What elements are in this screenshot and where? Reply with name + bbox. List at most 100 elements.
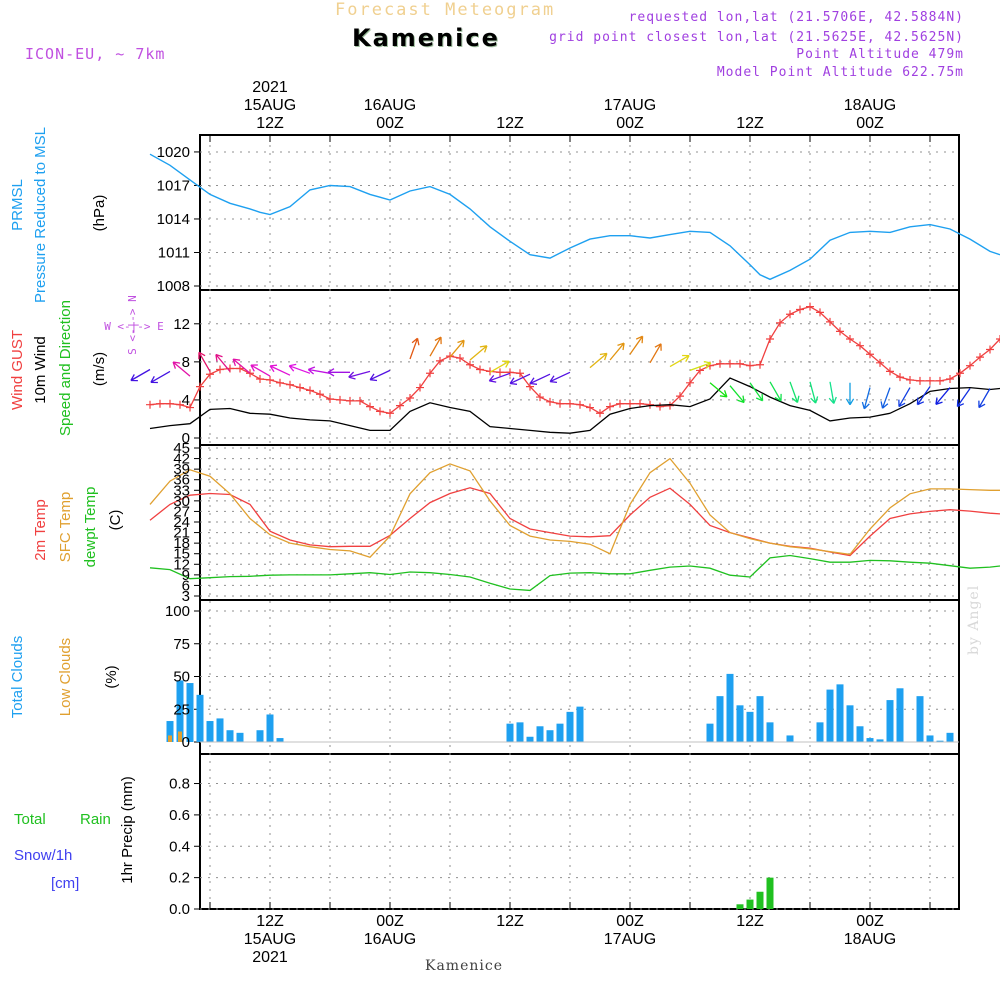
temperature-tick-label: 30	[173, 493, 190, 510]
wind-direction-arrow	[150, 370, 171, 384]
wind-gust-marker	[386, 409, 394, 418]
wind-direction-arrow	[769, 381, 782, 402]
wind-gust-marker	[376, 407, 384, 416]
wind-gust-marker	[616, 399, 624, 408]
model-label: ICON-EU, ~ 7km	[25, 45, 166, 63]
total-clouds-label: Total Clouds	[9, 636, 26, 719]
wind-gust-marker	[316, 390, 324, 399]
total-cloud-bar	[846, 705, 854, 742]
wind-gust-marker	[776, 318, 784, 327]
wind-gust-marker	[886, 367, 894, 376]
compass-we-label: W <-|-> E	[104, 320, 164, 333]
wind-gust-marker	[416, 383, 424, 392]
wind-gust-marker	[476, 365, 484, 374]
precip-tick-label: 0.2	[169, 870, 190, 887]
temperature-tick-label: 33	[173, 482, 190, 499]
wind-gust-marker	[336, 395, 344, 404]
wind-direction-arrow	[327, 368, 350, 377]
precip-tick-label: 0.0	[169, 901, 190, 918]
precip-tick-label: 0.4	[169, 838, 190, 855]
wind-direction-arrow	[369, 369, 391, 382]
wind-gust-marker	[956, 369, 964, 378]
temperature-tick-label: 42	[173, 451, 190, 468]
total-cloud-bar	[756, 696, 764, 742]
bottom-time-label: 2021	[252, 949, 288, 966]
wind-direction-arrow	[250, 364, 271, 377]
wind-gust-marker	[646, 400, 654, 409]
total-cloud-bar	[216, 718, 224, 742]
wind-gust-marker	[566, 399, 574, 408]
top-time-label: 15AUG	[244, 97, 296, 114]
temperature-tick-label: 15	[173, 546, 190, 563]
wind-direction-arrow	[130, 368, 151, 382]
temperature-tick-label: 27	[173, 503, 190, 520]
wind-direction-arrow	[880, 387, 891, 409]
top-time-label: 00Z	[376, 115, 404, 132]
wind-gust-marker	[266, 375, 274, 384]
wind-direction-arrow	[861, 387, 871, 410]
total-cloud-bar	[786, 735, 794, 742]
top-time-label: 16AUG	[364, 97, 416, 114]
wind-gust-marker	[926, 376, 934, 385]
grid-layer	[194, 135, 959, 910]
wind-gust-marker	[186, 403, 194, 412]
t2m-label: 2m Temp	[32, 499, 49, 560]
wind-speed-line	[149, 377, 1000, 434]
wind-gust-marker	[516, 369, 524, 378]
wind-direction-arrow	[489, 360, 510, 373]
pressure-tick-label: 1014	[157, 211, 190, 228]
clouds-tick-label: 25	[173, 701, 190, 718]
wind-tick-label: 4	[182, 392, 190, 409]
wind-direction-arrow	[232, 358, 251, 374]
wind-direction-arrow	[269, 364, 291, 376]
wind-gust-marker	[846, 335, 854, 344]
dewpt-label: dewpt Temp	[82, 487, 99, 568]
precip-rain-label: Rain	[80, 811, 111, 828]
wind-gust-marker	[276, 378, 284, 387]
sfc-temp-line	[149, 457, 1000, 558]
wind-direction-arrow	[978, 388, 991, 409]
wind-direction-arrow	[789, 381, 800, 404]
wind-direction-arrow	[749, 382, 764, 402]
wind-gust-marker	[806, 302, 814, 311]
wind-gust-marker	[836, 327, 844, 336]
bottom-time-label: 12Z	[256, 913, 284, 930]
total-cloud-bar	[716, 696, 724, 742]
temperature-tick-label: 21	[173, 525, 190, 542]
wind-gust-marker	[586, 403, 594, 412]
wind-gust-marker	[236, 364, 244, 373]
wind-gust-marker	[146, 400, 154, 409]
wind-gust-marker	[366, 402, 374, 411]
temperature-tick-label: 36	[173, 472, 190, 489]
rain-bar	[746, 899, 754, 909]
low-cloud-bar	[178, 731, 182, 742]
wind-gust-marker	[906, 375, 914, 384]
wind-direction-arrow	[845, 382, 855, 406]
wind-gust-marker	[796, 305, 804, 314]
wind-gust-marker	[826, 317, 834, 326]
clouds-tick-label: 0	[182, 734, 190, 751]
wind-gust-marker	[506, 368, 514, 377]
wind-gust-marker	[766, 335, 774, 344]
text-layer: 1008101110141017102004812369121518212427…	[9, 79, 896, 966]
wind-gust-marker	[676, 392, 684, 401]
wind-gust-marker	[356, 396, 364, 405]
wind-gust-marker	[496, 368, 504, 377]
total-cloud-bar	[876, 739, 884, 742]
wind-direction-arrow	[649, 343, 662, 364]
total-cloud-bar	[176, 680, 184, 742]
temperature-tick-label: 24	[173, 514, 190, 531]
wind-direction-arrow	[215, 353, 231, 372]
total-cloud-bar	[206, 721, 214, 742]
wind-direction-arrow	[669, 354, 690, 368]
dewpt-line	[149, 554, 1000, 592]
total-cloud-bar	[896, 688, 904, 742]
total-cloud-bar	[166, 721, 174, 742]
wind-gust-marker	[686, 378, 694, 387]
wind-gust-marker	[256, 374, 264, 383]
pressure-tick-label: 1020	[157, 144, 190, 161]
wind-direction-arrow	[898, 387, 911, 408]
top-time-label: 2021	[252, 79, 288, 96]
total-cloud-bar	[886, 700, 894, 742]
wind-direction-arrow	[549, 371, 571, 384]
